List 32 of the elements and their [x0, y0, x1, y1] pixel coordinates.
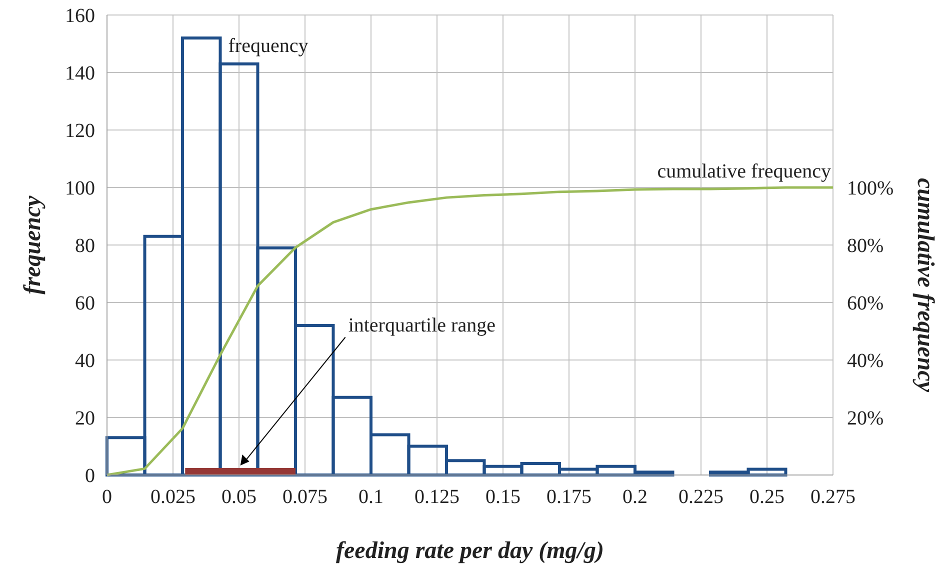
x-axis-title: feeding rate per day (mg/g) — [336, 538, 604, 564]
y2-tick-label: 20% — [847, 408, 884, 430]
y2-tick-label: 80% — [847, 235, 884, 257]
y-tick-label: 140 — [65, 62, 95, 84]
y-tick-label: 160 — [65, 5, 95, 27]
y2-tick-label: 40% — [847, 350, 884, 372]
annotation: interquartile range — [348, 314, 496, 336]
series-label: frequency — [228, 35, 308, 57]
x-tick-label: 0.025 — [150, 486, 196, 508]
y-tick-label: 20 — [75, 408, 95, 430]
y2-axis-title: cumulative frequency — [912, 178, 938, 392]
x-tick-label: 0.25 — [750, 486, 784, 508]
y-axis-title: frequency — [20, 195, 46, 294]
x-tick-label: 0.175 — [546, 486, 592, 508]
x-tick-label: 0.075 — [282, 486, 328, 508]
x-tick-label: 0.05 — [222, 486, 256, 508]
y-tick-label: 60 — [75, 292, 95, 314]
series-label: cumulative frequency — [657, 160, 831, 182]
x-tick-label: 0.125 — [414, 486, 460, 508]
y-tick-label: 80 — [75, 235, 95, 257]
y2-tick-label: 60% — [847, 292, 884, 314]
x-tick-label: 0.15 — [486, 486, 520, 508]
x-tick-label: 0 — [102, 486, 112, 508]
y-tick-label: 100 — [65, 178, 95, 200]
x-tick-label: 0.1 — [358, 486, 384, 508]
x-tick-label: 0.225 — [678, 486, 724, 508]
x-tick-label: 0.2 — [622, 486, 648, 508]
x-tick-label: 0.275 — [810, 486, 856, 508]
y-tick-label: 0 — [85, 465, 95, 487]
y-tick-label: 120 — [65, 120, 95, 142]
y-tick-label: 40 — [75, 350, 95, 372]
y2-tick-label: 100% — [847, 178, 894, 200]
